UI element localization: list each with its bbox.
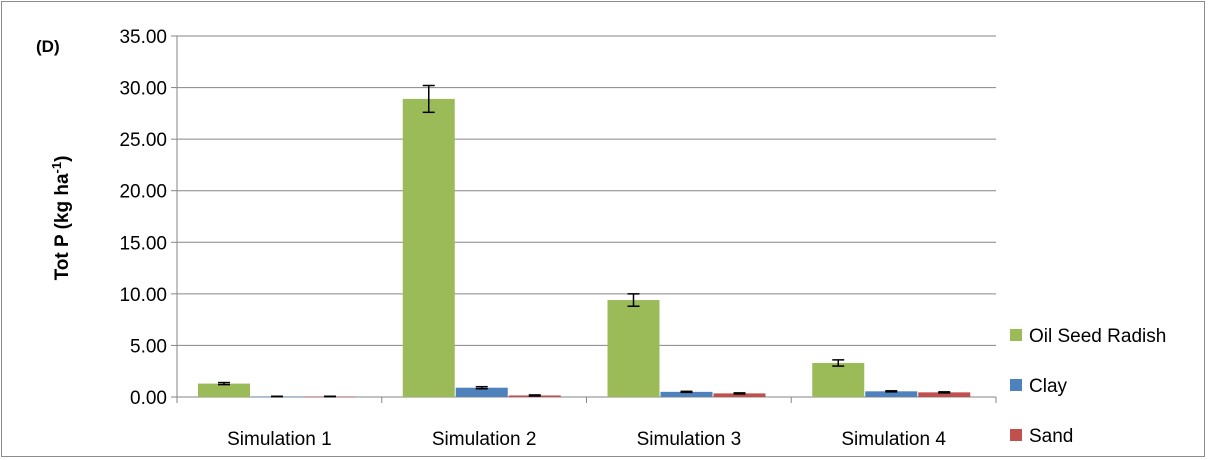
y-axis-label-sup: -1: [49, 162, 64, 174]
y-axis-label-main: Tot P (kg ha: [52, 173, 73, 280]
y-tick-label: 35.00: [119, 27, 167, 48]
legend-swatch: [1010, 379, 1022, 391]
legend-label: Clay: [1029, 376, 1068, 397]
x-tick-label: Simulation 2: [432, 429, 537, 450]
bar: [918, 392, 971, 397]
x-tick-label: Simulation 3: [637, 429, 742, 450]
y-axis-label: Tot P (kg ha-1): [49, 156, 73, 281]
y-axis-ticks: 0.00 5.00 10.00 15.00 20.00 25.00 30.00 35.00: [119, 27, 167, 409]
y-tick-label: 5.00: [130, 336, 167, 357]
bar: [660, 391, 713, 397]
bar: [812, 362, 865, 397]
bar: [607, 300, 660, 397]
y-axis-label-close: ): [52, 156, 73, 162]
panel-label: (D): [36, 37, 60, 56]
error-bars: [218, 84, 951, 398]
legend: Oil Seed Radish Clay Sand: [1010, 326, 1166, 447]
legend-label: Oil Seed Radish: [1029, 326, 1166, 347]
bar: [865, 391, 918, 397]
bar: [713, 393, 766, 397]
legend-label: Sand: [1029, 426, 1073, 447]
bars: [198, 98, 971, 397]
x-tick-label: Simulation 4: [841, 429, 946, 450]
y-tick-label: 25.00: [119, 130, 167, 151]
bar: [198, 383, 250, 397]
y-tick-label: 15.00: [119, 233, 167, 254]
x-axis-ticks: Simulation 1 Simulation 2 Simulation 3 Simu…: [227, 429, 946, 450]
x-tick-label: Simulation 1: [227, 429, 332, 450]
gridlines: [171, 35, 997, 403]
bar: [402, 98, 455, 397]
bar: [455, 387, 508, 397]
y-tick-label: 0.00: [130, 388, 167, 409]
y-tick-label: 30.00: [119, 79, 167, 100]
legend-swatch: [1010, 329, 1022, 341]
legend-swatch: [1010, 429, 1022, 441]
y-tick-label: 20.00: [119, 182, 167, 203]
y-tick-label: 10.00: [119, 285, 167, 306]
